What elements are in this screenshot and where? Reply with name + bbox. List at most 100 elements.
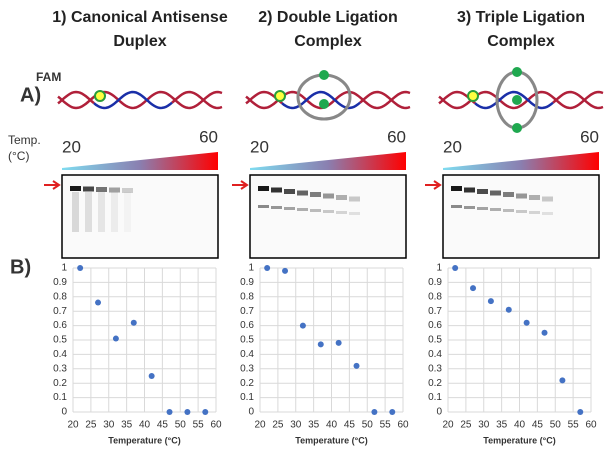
x-tick-label: 25 <box>460 420 472 431</box>
y-tick-label: 0.1 <box>240 392 254 403</box>
gradient-end: 60 <box>199 127 218 146</box>
x-tick-label: 40 <box>326 420 338 431</box>
ligation-site <box>512 95 522 105</box>
gel-band <box>297 190 308 196</box>
gel-band <box>503 192 514 197</box>
gel-band <box>336 211 347 214</box>
x-tick-label: 25 <box>85 420 97 431</box>
gel-band <box>516 210 527 213</box>
y-tick-label: 0.6 <box>428 320 442 331</box>
x-tick-label: 30 <box>478 420 490 431</box>
y-tick-label: 0.3 <box>240 363 254 374</box>
point <box>487 298 494 305</box>
gel-smear <box>111 192 118 232</box>
ligation-site <box>319 70 329 80</box>
gel-smear <box>137 192 144 232</box>
gel-band <box>464 187 475 193</box>
y-tick-label: 0.9 <box>240 277 254 288</box>
x-tick-label: 50 <box>550 420 562 431</box>
panel-label: A) <box>20 84 41 106</box>
point <box>130 319 137 326</box>
y-tick-label: 1 <box>248 263 254 274</box>
point <box>317 341 324 348</box>
y-tick-label: 0.4 <box>428 349 442 360</box>
x-tick-label: 45 <box>157 420 169 431</box>
gel-smear <box>124 192 131 232</box>
gel <box>442 174 600 259</box>
x-tick-label: 40 <box>139 420 151 431</box>
fam-dye <box>467 90 479 102</box>
point <box>148 373 155 379</box>
y-tick-label: 0.3 <box>53 363 67 374</box>
y-tick-label: 0.9 <box>53 277 67 288</box>
gel-band <box>542 196 553 202</box>
gel-band <box>323 193 334 199</box>
gel-band <box>297 208 308 211</box>
y-tick-label: 0.5 <box>240 335 254 346</box>
temp-gradient <box>250 152 406 170</box>
point <box>282 267 289 274</box>
column-title: 2) Double Ligation Complex <box>258 9 398 50</box>
dna-strand <box>552 90 604 110</box>
x-tick-label: 55 <box>380 420 392 431</box>
y-tick-label: 0 <box>61 407 67 418</box>
dna-strand <box>57 90 95 105</box>
dna-strand <box>171 90 223 110</box>
gel-band <box>451 186 462 191</box>
gel-band <box>83 186 94 192</box>
gel-band <box>349 196 360 202</box>
gel-band <box>477 207 488 210</box>
x-tick-label: 20 <box>254 420 266 431</box>
y-tick-label: 0.6 <box>240 320 254 331</box>
x-tick-label: 45 <box>344 420 356 431</box>
point <box>353 362 360 369</box>
x-tick-label: 55 <box>193 420 205 431</box>
y-tick-label: 0.4 <box>53 349 67 360</box>
y-tick-label: 1 <box>61 263 67 274</box>
temp-gradient <box>62 152 218 170</box>
x-tick-label: 30 <box>290 420 302 431</box>
gel-band <box>323 210 334 213</box>
y-tick-label: 0.8 <box>240 291 254 302</box>
gel-band <box>284 189 295 194</box>
gradient-start: 20 <box>62 137 81 156</box>
gradient-end: 60 <box>387 127 406 146</box>
point <box>389 409 396 415</box>
gel-band <box>271 187 282 193</box>
dna-strand <box>93 90 173 110</box>
point <box>452 265 459 271</box>
panel-label: B) <box>10 256 31 278</box>
gel-band <box>336 195 347 200</box>
ligation-site <box>319 99 329 109</box>
gel-arrow <box>232 180 249 190</box>
gel-band <box>464 206 475 209</box>
gel-band <box>542 212 553 215</box>
point <box>166 409 173 415</box>
point <box>559 377 566 384</box>
point <box>202 409 209 415</box>
point <box>470 285 477 292</box>
point <box>95 299 102 306</box>
y-tick-label: 0.7 <box>240 306 254 317</box>
gel-band <box>490 208 501 211</box>
point <box>112 335 119 342</box>
gel-band <box>271 206 282 209</box>
point <box>541 329 548 336</box>
y-tick-label: 0.7 <box>428 306 442 317</box>
point <box>505 306 512 313</box>
fam-dye <box>274 90 286 102</box>
x-axis-label: Temperature (°C) <box>295 435 367 445</box>
gel-band <box>516 193 527 199</box>
gradient-start: 20 <box>250 137 269 156</box>
gradient-start: 20 <box>443 137 462 156</box>
x-axis-label: Temperature (°C) <box>108 435 180 445</box>
dna-strand <box>57 90 223 110</box>
point <box>299 322 306 329</box>
gel-smear <box>98 192 105 232</box>
point <box>371 409 378 415</box>
x-tick-label: 25 <box>272 420 284 431</box>
gel-band <box>529 211 540 214</box>
point <box>264 265 271 271</box>
